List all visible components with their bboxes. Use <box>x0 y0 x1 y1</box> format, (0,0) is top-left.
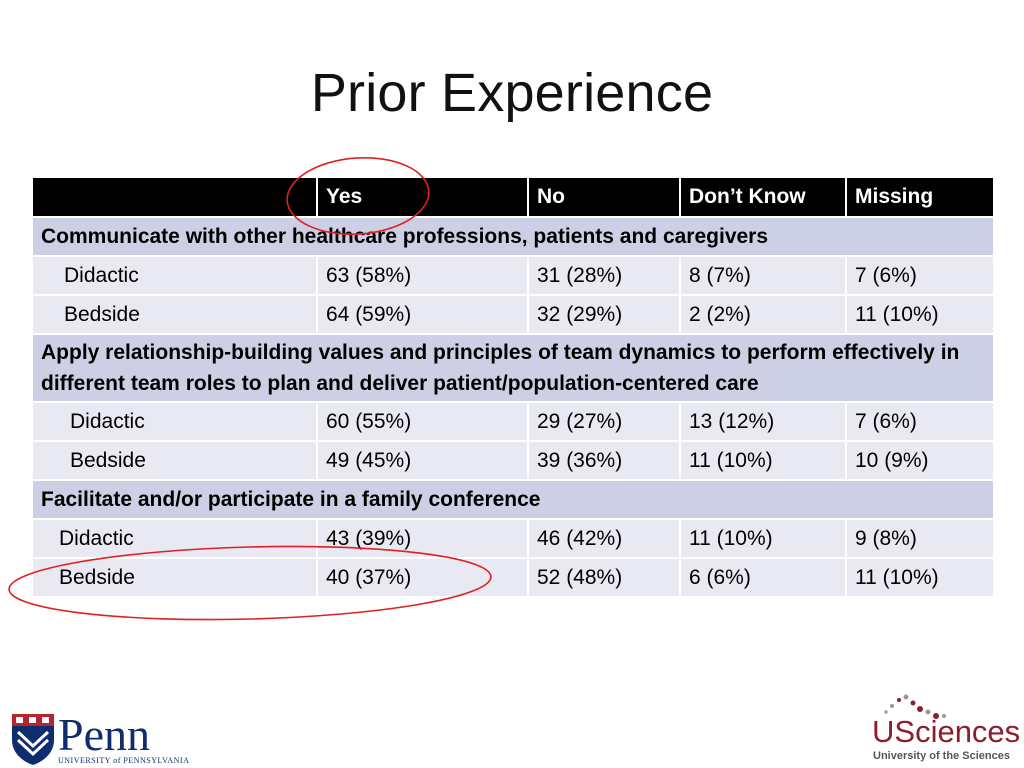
cell-dont-know: 6 (6%) <box>679 557 847 598</box>
cell-missing: 7 (6%) <box>845 401 995 442</box>
section-label: Facilitate and/or participate in a famil… <box>31 479 995 520</box>
header-blank <box>31 176 318 218</box>
cell-no: 29 (27%) <box>527 401 681 442</box>
penn-shield-icon <box>12 714 54 765</box>
header-missing: Missing <box>845 176 995 218</box>
slide-title: Prior Experience <box>310 63 714 123</box>
cell-yes: 43 (39%) <box>316 518 529 559</box>
header-dont-know: Don’t Know <box>679 176 847 218</box>
cell-dont-know: 8 (7%) <box>679 255 847 296</box>
row-label: Didactic <box>31 518 318 559</box>
table-row: Didactic 63 (58%) 31 (28%) 8 (7%) 7 (6%) <box>31 255 995 296</box>
cell-no: 31 (28%) <box>527 255 681 296</box>
table-header-row: Yes No Don’t Know Missing <box>31 176 995 218</box>
cell-yes: 49 (45%) <box>316 440 529 481</box>
cell-yes: 40 (37%) <box>316 557 529 598</box>
experience-table: Yes No Don’t Know Missing Communicate wi… <box>31 176 995 598</box>
cell-no: 52 (48%) <box>527 557 681 598</box>
usciences-logo-subtitle: University of the Sciences <box>873 750 1010 762</box>
table-row: Bedside 64 (59%) 32 (29%) 2 (2%) 11 (10%… <box>31 294 995 335</box>
cell-missing: 7 (6%) <box>845 255 995 296</box>
table-row: Bedside 49 (45%) 39 (36%) 11 (10%) 10 (9… <box>31 440 995 481</box>
cell-yes: 64 (59%) <box>316 294 529 335</box>
cell-yes: 60 (55%) <box>316 401 529 442</box>
cell-dont-know: 13 (12%) <box>679 401 847 442</box>
cell-missing: 11 (10%) <box>845 557 995 598</box>
table-row: Didactic 43 (39%) 46 (42%) 11 (10%) 9 (8… <box>31 518 995 559</box>
table-row: Didactic 60 (55%) 29 (27%) 13 (12%) 7 (6… <box>31 401 995 442</box>
cell-dont-know: 2 (2%) <box>679 294 847 335</box>
cell-no: 46 (42%) <box>527 518 681 559</box>
header-no: No <box>527 176 681 218</box>
row-label: Didactic <box>31 401 318 442</box>
cell-no: 32 (29%) <box>527 294 681 335</box>
penn-logo-subtitle: UNIVERSITY of PENNSYLVANIA <box>58 756 190 765</box>
usciences-logo-text: USciences <box>872 714 1021 749</box>
cell-dont-know: 11 (10%) <box>679 440 847 481</box>
cell-missing: 11 (10%) <box>845 294 995 335</box>
section-label: Apply relationship-building values and p… <box>31 333 995 403</box>
row-label: Didactic <box>31 255 318 296</box>
cell-missing: 10 (9%) <box>845 440 995 481</box>
row-label: Bedside <box>31 440 318 481</box>
section-row: Apply relationship-building values and p… <box>31 333 995 403</box>
cell-dont-know: 11 (10%) <box>679 518 847 559</box>
section-row: Facilitate and/or participate in a famil… <box>31 479 995 520</box>
cell-no: 39 (36%) <box>527 440 681 481</box>
row-label: Bedside <box>31 294 318 335</box>
header-yes: Yes <box>316 176 529 218</box>
section-row: Communicate with other healthcare profes… <box>31 216 995 257</box>
cell-yes: 63 (58%) <box>316 255 529 296</box>
section-label: Communicate with other healthcare profes… <box>31 216 995 257</box>
table-row: Bedside 40 (37%) 52 (48%) 6 (6%) 11 (10%… <box>31 557 995 598</box>
row-label: Bedside <box>31 557 318 598</box>
penn-logo-text: Penn <box>58 709 150 760</box>
cell-missing: 9 (8%) <box>845 518 995 559</box>
